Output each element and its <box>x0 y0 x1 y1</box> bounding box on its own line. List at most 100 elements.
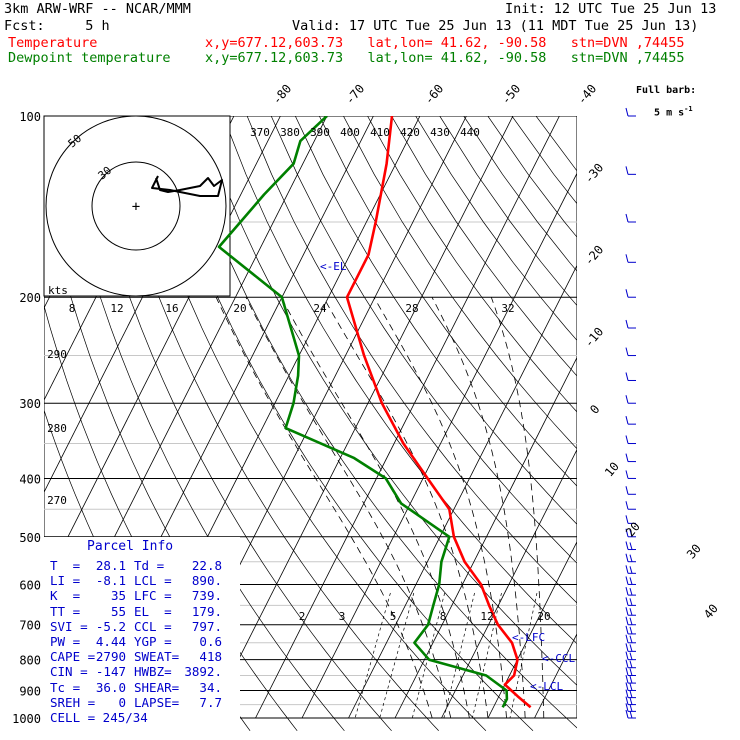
isotherm-tick-label: -40 <box>575 82 600 108</box>
parcel-info-cell: 28.1 <box>95 558 126 573</box>
parcel-info-cell: SWEAT= <box>134 649 180 665</box>
dry-adiabat <box>126 116 487 732</box>
wind-barb-flag <box>625 586 629 596</box>
wind-barb-flag <box>625 289 629 298</box>
parcel-info-cell: -147 <box>95 664 126 680</box>
dewpoint-location: x,y=677.12,603.73 lat,lon= 41.62, -90.58… <box>205 50 685 66</box>
theta-tick-label: 270 <box>47 494 67 507</box>
wind-barb-flag <box>629 554 633 562</box>
isotherm-line <box>301 172 577 719</box>
moist-adiabat <box>490 297 545 719</box>
parcel-info-cell: 55 <box>110 603 126 619</box>
isotherm-line <box>394 356 577 719</box>
theta-tick-label: 290 <box>47 348 67 361</box>
dry-adiabat <box>439 116 577 307</box>
dry-adiabat <box>343 116 577 450</box>
wind-barb-flag <box>625 616 629 625</box>
pressure-tick-label: 500 <box>19 531 41 545</box>
parcel-info-cell: 0.6 <box>199 634 222 649</box>
wind-barb-flag <box>625 634 629 643</box>
dry-adiabat <box>367 116 577 413</box>
wind-barb-flag <box>625 667 629 676</box>
mixing-ratio-label: 2 <box>299 610 306 623</box>
isotherm-tick-label: -80 <box>270 82 295 108</box>
dry-adiabat <box>150 116 534 732</box>
wind-barb-flag <box>625 643 629 652</box>
theta-tick-label: 430 <box>430 126 450 139</box>
wind-barb-flag <box>625 659 629 668</box>
wind-barb-flag <box>625 347 629 356</box>
parcel-info-cell: -5.2 <box>95 618 126 634</box>
isotherm-tick-label: 30 <box>684 541 704 561</box>
wind-barb-flag <box>625 395 629 404</box>
dewpoint-legend: Dewpoint temperature <box>8 50 171 66</box>
wind-barb-flag <box>625 689 629 698</box>
parcel-info-cell: 4.44 <box>95 634 126 649</box>
wind-barb-flag <box>625 674 629 684</box>
parcel-info-cell: Tc = <box>50 679 81 695</box>
wind-barb-flag <box>625 625 629 635</box>
parcel-info-cell: 3892. <box>184 664 222 680</box>
dry-adiabat <box>511 116 577 205</box>
model-title: 3km ARW-WRF -- NCAR/MMM <box>4 1 191 17</box>
wind-barb-flag <box>625 372 629 381</box>
wind-barb-flag <box>629 617 633 625</box>
isotherm-tick-label: -20 <box>582 243 607 269</box>
wind-barb-flag <box>625 528 629 537</box>
wind-barb-flag <box>625 501 629 510</box>
hodograph-speed-label: 20 <box>233 302 246 315</box>
barb-key-title: Full barb: <box>636 85 697 96</box>
mixing-ratio-label: 8 <box>440 610 447 623</box>
wind-barb-flag <box>625 319 629 329</box>
wind-barb-flag <box>629 652 633 660</box>
isotherm-tick-label: -30 <box>582 161 607 187</box>
isotherm-line <box>487 540 577 719</box>
wind-barb-flag <box>629 704 633 712</box>
hodograph-ring <box>45 116 227 296</box>
wind-barb-flag <box>625 416 629 425</box>
isotherm-line <box>534 632 577 719</box>
parcel-info-cell: PW = <box>50 634 81 649</box>
parcel-info-cell: LCL = <box>134 573 172 589</box>
pressure-tick-label: 400 <box>19 472 41 486</box>
hodograph-ring <box>91 161 181 251</box>
hodograph-origin: + <box>132 199 140 215</box>
wind-barb-flag <box>625 703 629 712</box>
theta-tick-label: 440 <box>460 126 480 139</box>
wind-barb-flag <box>625 213 629 223</box>
mixing-ratio-label: 5 <box>390 610 397 623</box>
wind-barb-flag <box>629 697 633 705</box>
hodograph-speed-label: 28 <box>405 302 418 315</box>
theta-tick-label: 400 <box>340 126 360 139</box>
parcel-info-cell: -8.1 <box>95 573 126 589</box>
dry-adiabat <box>391 116 577 377</box>
dry-adiabat <box>78 116 392 732</box>
moist-adiabat <box>323 297 489 719</box>
moist-adiabat <box>431 297 526 719</box>
parcel-info-cell: 739. <box>191 588 222 604</box>
temperature-trace <box>345 116 532 709</box>
temperature-legend: Temperature <box>8 35 98 51</box>
wind-barb-flag <box>625 709 629 719</box>
parcel-info-title: Parcel Info <box>87 539 174 554</box>
wind-barb-flag <box>625 576 629 585</box>
wind-barb-flag <box>629 608 633 616</box>
pressure-tick-label: 1000 <box>12 712 41 726</box>
wind-barb-flag <box>629 635 633 643</box>
moist-adiabat <box>373 296 507 719</box>
dry-adiabat <box>246 116 577 604</box>
wind-barb-flag <box>625 107 629 117</box>
moist-adiabat <box>245 297 452 719</box>
isotherm-line <box>581 116 740 718</box>
dewpoint-trace <box>217 116 509 708</box>
isotherm-tick-label: -50 <box>499 82 524 108</box>
wind-barb-flag <box>625 607 629 616</box>
parcel-info-cell: K = <box>50 588 81 604</box>
moist-adiabat <box>280 297 470 719</box>
dry-adiabat <box>270 116 577 564</box>
dry-adiabat <box>415 116 577 341</box>
isotherm-line <box>348 264 577 719</box>
wind-barb-flag <box>625 541 629 550</box>
wind-barb-flag <box>625 470 629 479</box>
